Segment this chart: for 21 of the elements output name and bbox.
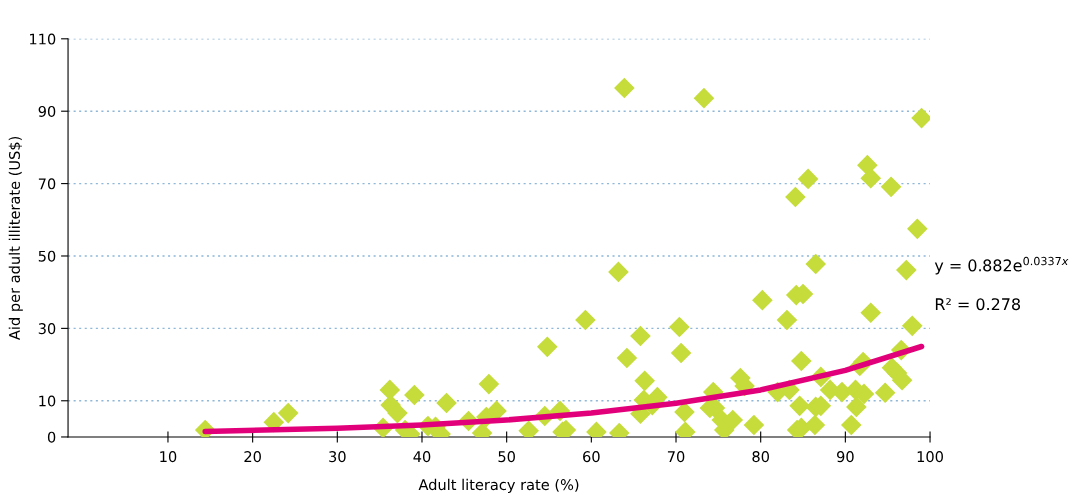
y-tick-label: 10 [39,395,56,407]
x-tick-label: 10 [160,451,177,463]
y-tick-label: 90 [38,105,56,117]
y-tick-label: 0 [47,431,56,443]
x-tick-label: 70 [667,451,685,463]
x-tick-label: 30 [329,451,346,463]
x-tick-label: 90 [837,451,854,463]
text: R² = 0.278 [935,298,1021,311]
y-tick-label: 50 [38,250,56,262]
x-tick-label: 50 [498,451,515,463]
x-tick-label: 60 [583,451,600,463]
y-tick-label: 110 [30,33,56,45]
x-tick-label: 100 [917,451,943,463]
y-axis-title: Aid per adult illiterate (US$) [8,136,23,340]
text: y = 0.882e$^{0.0337x}$ [934,256,1069,275]
x-tick-label: 80 [752,451,769,463]
x-tick-label: 40 [413,451,431,463]
x-axis-title: Adult literacy rate (%) [418,478,579,493]
x-tick-label: 20 [244,451,261,463]
y-tick-label: 30 [38,323,56,335]
y-tick-label: 70 [38,178,56,190]
